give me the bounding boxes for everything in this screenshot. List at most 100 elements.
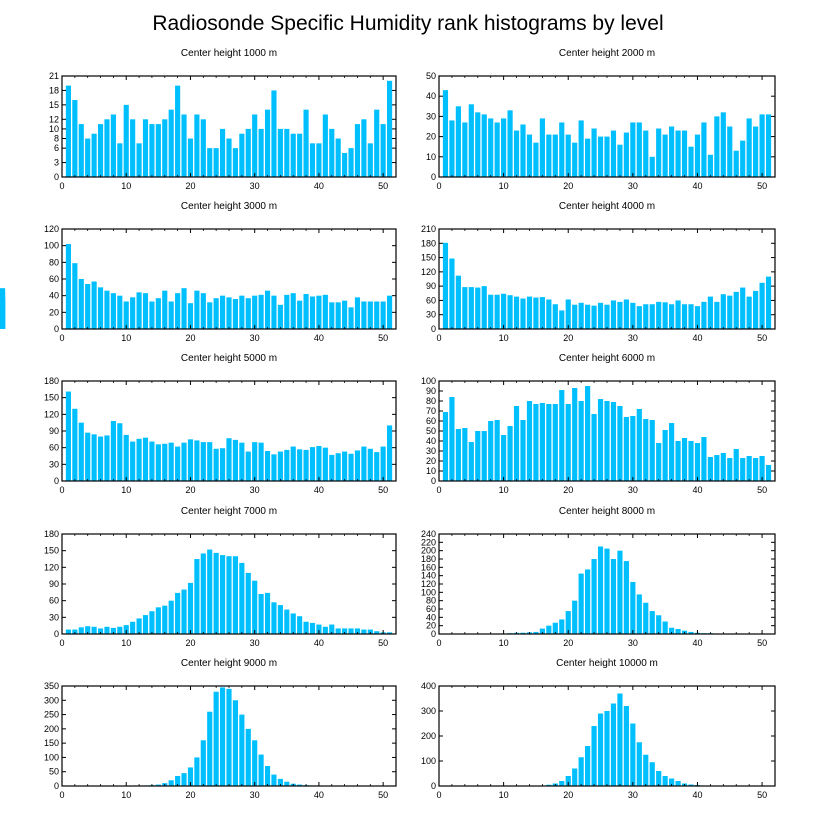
bar <box>367 301 373 329</box>
bar <box>507 110 513 177</box>
bar <box>462 122 468 177</box>
y-tick-label: 90 <box>49 579 59 589</box>
bar <box>565 404 571 481</box>
bar <box>277 778 283 786</box>
x-tick-label: 50 <box>378 333 388 343</box>
bar <box>688 441 694 481</box>
bar <box>284 609 290 634</box>
x-tick-label: 30 <box>628 485 638 495</box>
y-tick-label: 90 <box>49 426 59 436</box>
bar <box>290 133 296 177</box>
y-tick-label: 3 <box>54 158 59 168</box>
bar <box>316 624 322 634</box>
bar <box>85 284 91 329</box>
bar <box>617 301 623 329</box>
bar <box>481 114 487 177</box>
bar <box>552 304 558 329</box>
bar <box>656 128 662 177</box>
bar <box>449 120 455 177</box>
bar <box>662 430 668 481</box>
y-tick-label: 6 <box>54 143 59 153</box>
bar <box>481 431 487 481</box>
bar <box>78 627 84 634</box>
bar <box>572 600 578 634</box>
x-tick-label: 0 <box>59 485 64 495</box>
y-tick-label: 240 <box>421 529 436 539</box>
bar <box>181 442 187 481</box>
y-tick-label: 0 <box>431 476 436 486</box>
y-tick-label: 18 <box>49 85 59 95</box>
bar <box>572 304 578 329</box>
bar <box>348 453 354 481</box>
bar <box>187 439 194 481</box>
bar <box>442 90 449 177</box>
bar <box>714 116 720 177</box>
bar <box>578 573 584 634</box>
bar <box>162 605 168 634</box>
panel-title: Center height 9000 m <box>181 658 277 669</box>
bar <box>552 134 558 177</box>
bar <box>85 138 91 177</box>
y-tick-label: 100 <box>44 752 59 762</box>
bar <box>213 298 219 329</box>
bar <box>155 607 161 634</box>
bar <box>617 693 623 786</box>
bar <box>245 728 251 786</box>
bar <box>617 144 623 177</box>
x-tick-label: 30 <box>628 638 638 648</box>
y-tick-label: 30 <box>49 459 59 469</box>
y-tick-label: 150 <box>421 253 436 263</box>
bar <box>200 442 206 481</box>
panel-8: Center height 8000 m02040608010012014016… <box>421 506 776 648</box>
bar <box>727 295 733 329</box>
bar <box>494 122 500 177</box>
bar <box>623 417 629 481</box>
bar <box>252 442 258 481</box>
y-tick-label: 180 <box>421 238 436 248</box>
bar <box>142 293 149 329</box>
bar <box>649 420 655 481</box>
x-tick-label: 10 <box>121 790 131 800</box>
bar <box>85 626 91 634</box>
bar <box>675 130 681 177</box>
bar <box>636 594 642 634</box>
bar <box>342 300 348 329</box>
bar <box>546 299 552 329</box>
bar <box>507 295 513 329</box>
x-tick-label: 40 <box>692 790 702 800</box>
y-tick-label: 0 <box>54 629 59 639</box>
bar <box>297 449 303 481</box>
bar <box>501 435 507 481</box>
bar <box>572 142 578 177</box>
x-tick-label: 50 <box>757 333 767 343</box>
bar <box>604 401 610 481</box>
bar <box>623 299 629 329</box>
bar <box>565 134 571 177</box>
y-tick-label: 60 <box>426 416 436 426</box>
bar <box>501 118 507 177</box>
x-tick-label: 30 <box>250 333 260 343</box>
bar <box>546 784 552 786</box>
bar <box>720 294 726 329</box>
bar <box>309 296 316 329</box>
bar <box>727 126 733 177</box>
bar <box>271 90 277 177</box>
bar <box>220 555 226 634</box>
y-tick-label: 0 <box>54 172 59 182</box>
bar <box>104 626 110 634</box>
bar <box>290 293 296 329</box>
panel-6: Center height 6000 m01020304050607080901… <box>421 353 776 495</box>
bar <box>488 118 494 177</box>
panel-title: Center height 1000 m <box>181 48 277 59</box>
y-tick-label: 150 <box>44 393 59 403</box>
bar <box>604 304 610 329</box>
bar <box>578 302 584 329</box>
bar <box>123 625 129 634</box>
bar <box>277 605 283 634</box>
bar <box>136 292 142 329</box>
bar <box>91 626 97 634</box>
bar <box>656 301 662 329</box>
y-tick-label: 180 <box>421 554 436 564</box>
bar <box>297 784 303 786</box>
